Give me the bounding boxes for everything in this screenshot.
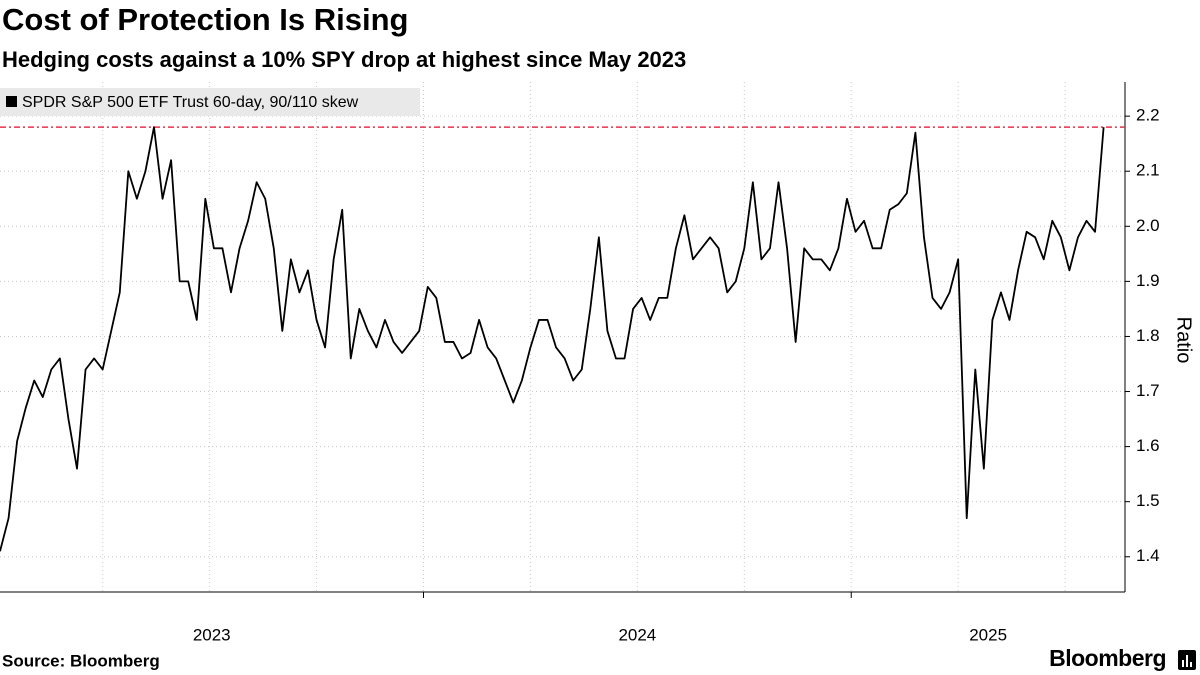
data-line <box>0 126 1105 552</box>
x-tick-label: 2023 <box>193 625 231 644</box>
x-tick-label: 2025 <box>969 625 1007 644</box>
y-axis-label: Ratio <box>1173 317 1195 364</box>
brand-logo: Bloomberg <box>1049 645 1166 671</box>
legend-box <box>0 88 420 116</box>
y-tick-label: 1.9 <box>1136 271 1160 290</box>
source-note: Source: Bloomberg <box>2 651 160 670</box>
y-tick-label: 2.2 <box>1136 106 1160 125</box>
legend-swatch <box>6 96 17 107</box>
chart-title: Cost of Protection Is Rising <box>2 2 408 37</box>
y-tick-label: 2.0 <box>1136 216 1160 235</box>
y-tick-label: 1.4 <box>1136 546 1160 565</box>
brand-icon <box>1178 650 1196 670</box>
y-tick-label: 1.8 <box>1136 326 1160 345</box>
y-tick-label: 1.7 <box>1136 381 1160 400</box>
chart-subtitle: Hedging costs against a 10% SPY drop at … <box>2 47 686 72</box>
y-tick-label: 1.5 <box>1136 491 1160 510</box>
y-tick-label: 1.6 <box>1136 436 1160 455</box>
legend-label: SPDR S&P 500 ETF Trust 60-day, 90/110 sk… <box>22 94 359 111</box>
x-tick-label: 2024 <box>618 625 656 644</box>
y-tick-label: 2.1 <box>1136 161 1160 180</box>
